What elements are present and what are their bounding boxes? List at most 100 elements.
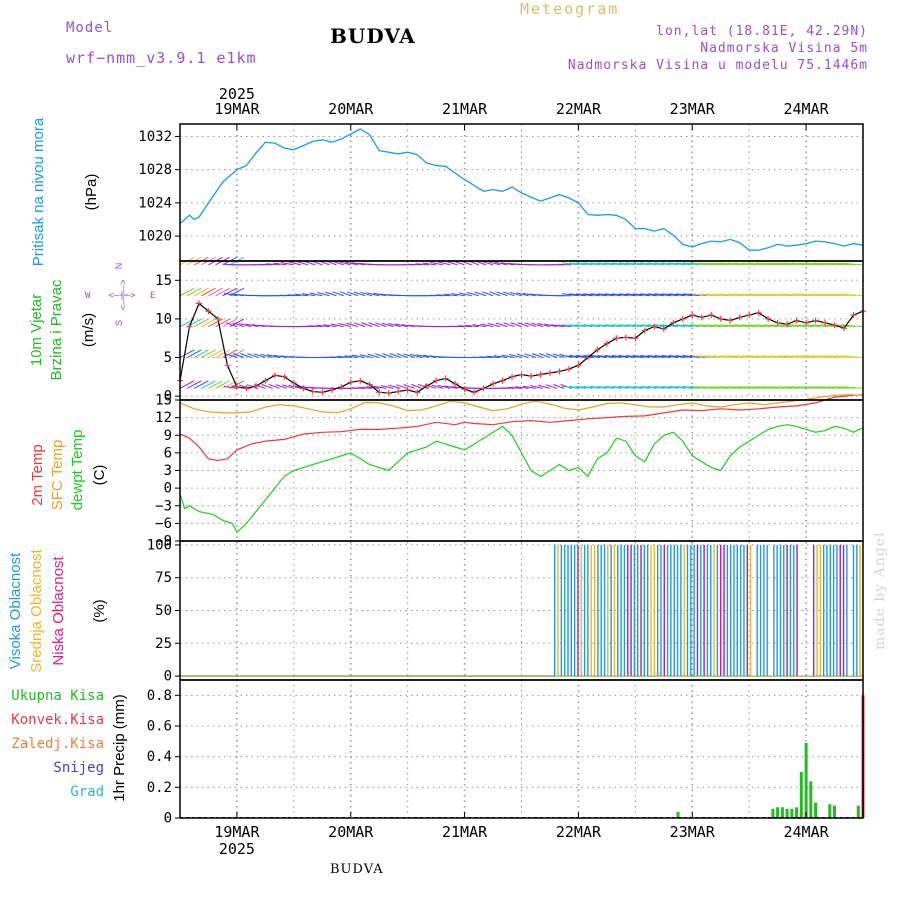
wind-barb	[583, 262, 600, 266]
wind-speed-marker	[727, 317, 734, 324]
wind-barb	[557, 263, 572, 266]
wind-barb	[436, 294, 451, 297]
wind-barb	[812, 324, 835, 328]
wind-barb	[301, 386, 316, 389]
wind-barb	[597, 324, 615, 328]
wind-speed-marker	[651, 323, 658, 330]
wind-barb	[590, 385, 607, 389]
wind-barb	[368, 322, 380, 328]
wind-barb	[611, 355, 629, 359]
x-date-label-bottom: 22MAR	[556, 823, 602, 841]
wind-barb	[618, 262, 636, 266]
wind-speed-marker	[338, 383, 345, 390]
precip-bar	[676, 811, 680, 818]
wind-barb	[741, 293, 764, 297]
wind-barb	[301, 293, 316, 297]
wind-barb	[741, 324, 764, 328]
wind-barb	[193, 349, 209, 358]
wind-barb	[215, 349, 230, 358]
wind-barb	[706, 262, 728, 266]
wind-barb	[691, 262, 714, 266]
wind-barb	[755, 262, 778, 266]
wind-barb	[625, 324, 643, 328]
wind-barb	[611, 385, 629, 389]
y-tick-label: 0	[164, 811, 172, 827]
wind-speed-marker	[385, 390, 392, 397]
wind-barb	[380, 385, 394, 389]
wind-barb	[647, 385, 664, 389]
wind-barb	[675, 355, 693, 359]
wind-barb	[524, 322, 536, 328]
wind-barb	[451, 293, 465, 297]
wind-barb	[569, 324, 586, 328]
precip-bar	[856, 805, 860, 818]
precip-bar	[828, 804, 832, 818]
wind-barb	[841, 262, 864, 266]
x-date-label-bottom: 20MAR	[328, 823, 374, 841]
wind-speed-marker	[708, 312, 715, 319]
wind-barb	[501, 354, 515, 359]
wind-barb	[544, 323, 558, 328]
wind-speed-marker	[632, 335, 639, 342]
wind-barb	[691, 355, 714, 359]
wind-barb	[727, 293, 750, 297]
precip-bar	[814, 802, 818, 818]
wind-barb	[531, 353, 544, 358]
wind-barb	[232, 322, 245, 328]
wind-barb	[201, 287, 216, 297]
wind-speed-marker	[803, 319, 810, 326]
wind-barb	[287, 294, 301, 297]
wind-barb	[798, 386, 821, 389]
wind-barb	[706, 324, 728, 328]
wind-barb	[351, 262, 366, 266]
wind-barb	[366, 292, 380, 297]
wind-barb	[798, 262, 821, 266]
wind-barb	[323, 324, 337, 328]
wind-barb	[604, 385, 622, 389]
x-date-label-top: 19MAR	[214, 100, 260, 118]
wind-barb	[640, 262, 657, 266]
wind-barb	[791, 293, 814, 297]
wind-barb	[720, 262, 743, 266]
x-date-label-top: 23MAR	[670, 100, 716, 118]
wind-barb	[675, 385, 693, 389]
wind-barb	[179, 349, 195, 358]
wind-barb	[350, 387, 365, 389]
wind-barb	[633, 262, 650, 266]
wind-speed-marker	[461, 386, 468, 393]
wind-barb	[208, 349, 223, 358]
wind-barb	[583, 385, 600, 389]
wind-speed-marker	[214, 315, 221, 322]
wind-speed-marker	[233, 383, 240, 390]
wind-speed-marker	[357, 377, 364, 384]
wind-barb	[741, 262, 764, 266]
wind-speed-marker	[774, 319, 781, 326]
wind-barb	[734, 386, 757, 389]
wind-barb	[552, 353, 565, 359]
y-tick-label: 1028	[138, 162, 172, 178]
wind-barb	[647, 324, 664, 328]
wind-barb	[748, 355, 771, 359]
wind-barb	[633, 293, 650, 297]
wind-speed-marker	[243, 385, 250, 392]
wind-barb	[317, 292, 330, 297]
wind-barb	[336, 355, 351, 359]
wind-barb	[770, 386, 792, 389]
wind-barb	[325, 291, 337, 297]
wind-barb	[501, 262, 515, 266]
wind-barb	[561, 293, 579, 297]
wind-barb	[691, 386, 714, 389]
wind-barb	[590, 355, 607, 359]
compass-ns-line: <—|—>	[118, 280, 128, 311]
wind-barb	[661, 293, 679, 297]
wind-barb	[682, 293, 700, 297]
wind-barb	[791, 324, 814, 328]
wind-barb	[509, 354, 522, 359]
y-tick-label: 0	[164, 389, 172, 405]
wind-barb	[798, 293, 821, 297]
wind-barb	[510, 322, 522, 328]
wind-barb	[265, 263, 280, 266]
wind-barb	[375, 322, 387, 328]
model-name: wrf−nmm_v3.9.1 e1km	[66, 49, 257, 67]
wind-barb	[590, 293, 607, 297]
